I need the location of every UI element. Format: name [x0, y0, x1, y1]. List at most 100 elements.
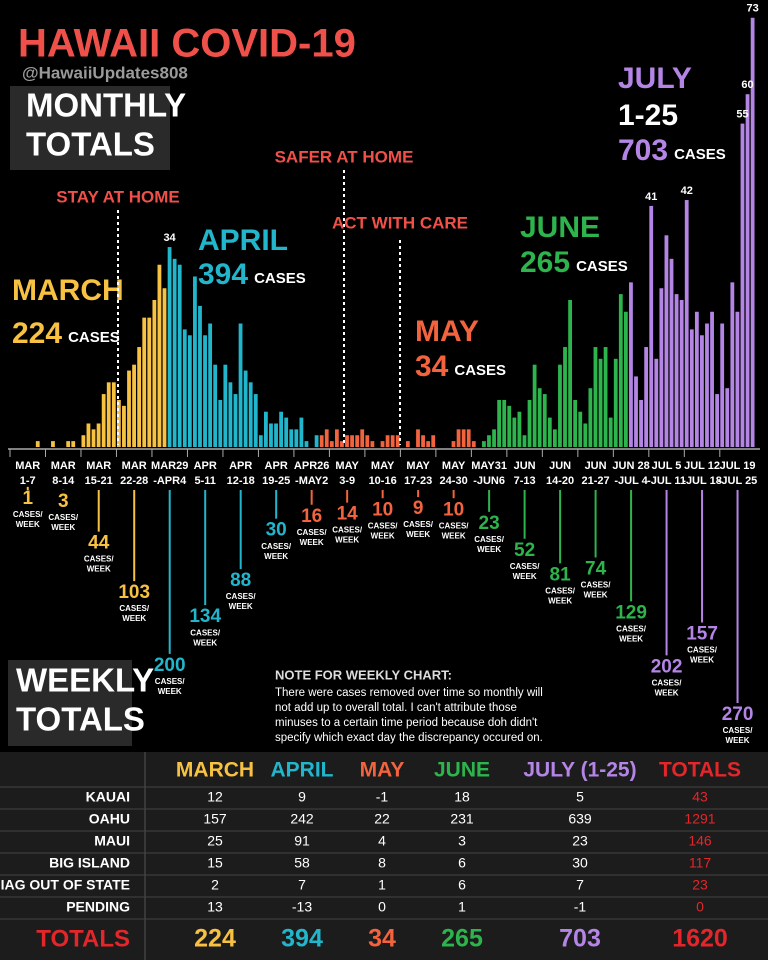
bar: [101, 394, 106, 447]
cases-word: CASES: [674, 146, 726, 163]
cell: 6: [458, 855, 466, 871]
cell: 18: [454, 789, 470, 805]
bar: [745, 94, 750, 447]
bar: [502, 399, 507, 447]
weekly-heading-box: [8, 660, 132, 746]
bar: [740, 123, 745, 447]
bar: [517, 411, 522, 447]
month-total: 34: [415, 350, 449, 383]
bar: [208, 323, 213, 447]
cases-per-week: WEEK: [51, 523, 75, 532]
bar: [51, 441, 55, 447]
week-total: 9: [413, 498, 424, 519]
cell: 7: [576, 877, 584, 893]
bar: [111, 382, 116, 447]
cell: 23: [572, 833, 588, 849]
month-total: 265: [520, 246, 570, 279]
week-label: 21-27: [582, 475, 610, 487]
cases-per-week: CASES/: [84, 555, 115, 564]
bar: [233, 394, 238, 447]
bar: [710, 311, 714, 447]
bar: [299, 417, 304, 447]
month-name: APRIL: [198, 224, 288, 257]
bar: [694, 311, 699, 447]
bar: [487, 435, 491, 447]
cell: 0: [378, 899, 386, 915]
week-label: 12-18: [227, 475, 255, 487]
week-label: 1-7: [20, 475, 36, 487]
bar-label: 73: [746, 3, 758, 15]
cases-per-week: CASES/: [261, 542, 292, 551]
week-label: 17-23: [404, 475, 432, 487]
note-line: not add up to overall total. I can't att…: [275, 702, 517, 714]
bar: [679, 300, 684, 447]
week-total: 134: [189, 606, 221, 627]
week-label: -APR4: [153, 475, 187, 487]
cases-per-week: CASES/: [48, 513, 79, 522]
bar: [618, 294, 623, 447]
bar: [213, 364, 218, 447]
bar: [669, 258, 674, 447]
bar: [228, 382, 233, 447]
cell: 117: [689, 855, 712, 871]
bar: [157, 264, 162, 447]
cases-per-week: WEEK: [513, 572, 537, 581]
cases-per-week: WEEK: [335, 536, 359, 545]
week-label: JUL 19: [720, 460, 756, 472]
cell: 146: [688, 833, 712, 849]
bar: [527, 399, 532, 447]
monthly-heading: TOTALS: [26, 126, 155, 163]
cases-word: CASES: [576, 258, 628, 275]
bar: [471, 441, 476, 447]
cases-per-week: WEEK: [726, 736, 750, 745]
weekly-heading: TOTALS: [16, 701, 145, 738]
week-label: 14-20: [546, 475, 574, 487]
column-header: JUNE: [434, 759, 490, 782]
cases-per-week: WEEK: [619, 634, 643, 643]
week-label: JUL 5: [652, 460, 682, 472]
bar: [187, 335, 192, 447]
cases-per-week: WEEK: [477, 545, 501, 554]
column-header: MAY: [360, 759, 405, 782]
week-label: -JUL 18: [682, 475, 722, 487]
bar: [623, 311, 628, 447]
bar: [289, 429, 294, 447]
week-label: JUL 12: [684, 460, 720, 472]
cases-per-week: CASES/: [190, 628, 221, 637]
week-total: 74: [585, 559, 607, 580]
bar: [116, 399, 121, 447]
week-label: 19-25: [262, 475, 290, 487]
bar: [182, 329, 187, 447]
week-label: MAR: [51, 460, 76, 472]
bar-label: 42: [681, 185, 693, 197]
week-label: 15-21: [85, 475, 113, 487]
cases-per-week: WEEK: [548, 596, 572, 605]
cases-per-week: WEEK: [193, 638, 217, 647]
cell: 12: [207, 789, 223, 805]
bar: [532, 364, 537, 447]
policy-label: SAFER AT HOME: [275, 147, 414, 166]
monthly-heading: MONTHLY: [26, 87, 186, 124]
week-total: 202: [651, 656, 683, 677]
month-total: 394: [198, 258, 248, 291]
cell: 15: [207, 855, 223, 871]
cases-word: CASES: [254, 270, 306, 287]
bar: [674, 294, 679, 447]
cases-per-week: CASES/: [297, 528, 328, 537]
cell: 1291: [684, 811, 715, 827]
cases-per-week: CASES/: [403, 520, 434, 529]
week-total: 88: [230, 570, 251, 591]
bar: [314, 435, 319, 447]
week-label: 5-11: [194, 475, 215, 487]
bar-label: 60: [741, 79, 753, 91]
week-label: APR: [229, 460, 252, 472]
bar: [370, 441, 375, 447]
bar: [319, 435, 324, 447]
month-subtitle: 1-25: [618, 99, 678, 132]
bar: [177, 264, 182, 447]
month-total: 224: [12, 317, 62, 350]
cases-per-week: WEEK: [690, 656, 714, 665]
bar: [720, 323, 725, 447]
cases-per-week: CASES/: [616, 624, 647, 633]
bar: [664, 235, 669, 447]
